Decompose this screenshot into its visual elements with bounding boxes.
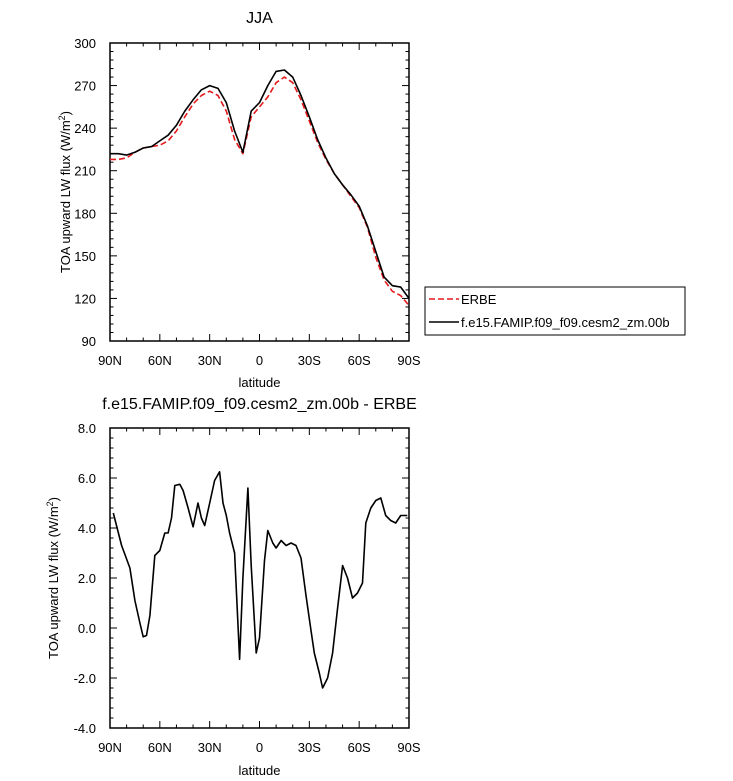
bottom-tick-labels: 90N 60N 30N 0 30S 60S 90S -4.0 -2.0 0.0 2.0 4.0 6.0 8… xyxy=(74,421,421,755)
bottom-y-axis-label: TOA upward LW flux (W/m2) xyxy=(45,497,61,659)
y-tick-label: 300 xyxy=(74,36,96,51)
x-tick-label: 90S xyxy=(397,353,420,368)
x-tick-label: 30N xyxy=(198,740,222,755)
y-tick-label: 2.0 xyxy=(78,571,96,586)
y-tick-label: -4.0 xyxy=(74,721,96,736)
bottom-ticks xyxy=(109,427,410,729)
bottom-x-axis-label: latitude xyxy=(239,763,281,778)
x-tick-label: 90N xyxy=(98,740,122,755)
y-tick-label: 4.0 xyxy=(78,521,96,536)
y-tick-label: 6.0 xyxy=(78,471,96,486)
x-tick-label: 0 xyxy=(256,740,263,755)
legend: ERBE f.e15.FAMIP.f09_f09.cesm2_zm.00b xyxy=(424,286,686,336)
top-x-axis-label: latitude xyxy=(239,375,281,390)
y-tick-label: 150 xyxy=(74,249,96,264)
y-tick-label: -2.0 xyxy=(74,671,96,686)
x-tick-label: 30N xyxy=(198,353,222,368)
top-chart: JJA 90N 60N 30N 0 30S 60S 90S 90 120 150 180 210 240… xyxy=(57,10,421,390)
x-tick-label: 60N xyxy=(148,740,172,755)
legend-erbe-label: ERBE xyxy=(461,292,497,307)
top-y-axis-label: TOA upward LW flux (W/m2) xyxy=(57,111,73,273)
series-line-0 xyxy=(110,76,410,307)
y-tick-label: 90 xyxy=(82,334,96,349)
series-line-0 xyxy=(112,470,408,689)
y-tick-label: 270 xyxy=(74,79,96,94)
legend-model-label: f.e15.FAMIP.f09_f09.cesm2_zm.00b xyxy=(461,315,670,330)
bottom-chart-title: f.e15.FAMIP.f09_f09.cesm2_zm.00b - ERBE xyxy=(102,396,417,413)
top-tick-labels: 90N 60N 30N 0 30S 60S 90S 90 120 150 180 210 240 270 3… xyxy=(74,36,421,368)
x-tick-label: 30S xyxy=(298,353,321,368)
y-tick-label: 8.0 xyxy=(78,421,96,436)
x-tick-label: 90N xyxy=(98,353,122,368)
top-plot-frame xyxy=(109,42,410,342)
x-tick-label: 30S xyxy=(298,740,321,755)
y-tick-label: 240 xyxy=(74,121,96,136)
y-tick-label: 180 xyxy=(74,206,96,221)
top-series xyxy=(110,69,410,307)
bottom-series xyxy=(112,470,408,689)
top-ticks xyxy=(109,42,410,342)
x-tick-label: 0 xyxy=(256,353,263,368)
x-tick-label: 60S xyxy=(348,740,371,755)
bottom-chart: f.e15.FAMIP.f09_f09.cesm2_zm.00b - ERBE … xyxy=(45,396,421,778)
x-tick-label: 90S xyxy=(397,740,420,755)
series-line-1 xyxy=(110,69,410,299)
legend-box xyxy=(424,286,686,336)
bottom-plot-frame xyxy=(109,427,410,729)
y-tick-label: 0.0 xyxy=(78,621,96,636)
x-tick-label: 60S xyxy=(348,353,371,368)
y-tick-label: 210 xyxy=(74,164,96,179)
top-chart-title: JJA xyxy=(246,10,273,27)
y-tick-label: 120 xyxy=(74,291,96,306)
x-tick-label: 60N xyxy=(148,353,172,368)
